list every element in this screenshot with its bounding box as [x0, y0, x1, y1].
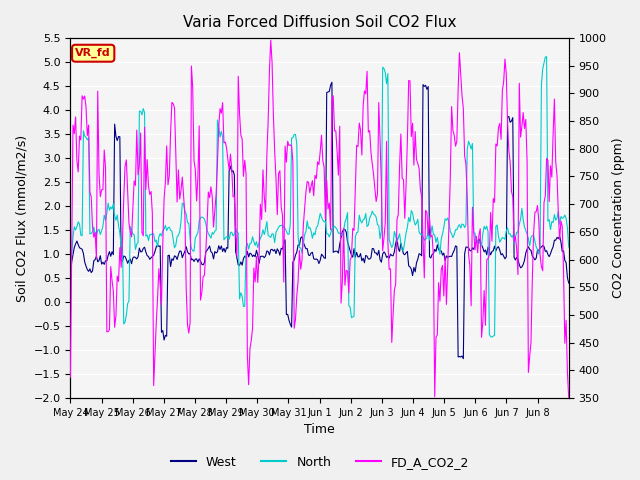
Text: VR_fd: VR_fd — [76, 48, 111, 59]
Title: Varia Forced Diffusion Soil CO2 Flux: Varia Forced Diffusion Soil CO2 Flux — [183, 15, 456, 30]
Legend: West, North, FD_A_CO2_2: West, North, FD_A_CO2_2 — [166, 451, 474, 474]
Y-axis label: Soil CO2 Flux (mmol/m2/s): Soil CO2 Flux (mmol/m2/s) — [15, 134, 28, 301]
X-axis label: Time: Time — [304, 423, 335, 436]
Y-axis label: CO2 Concentration (ppm): CO2 Concentration (ppm) — [612, 138, 625, 299]
